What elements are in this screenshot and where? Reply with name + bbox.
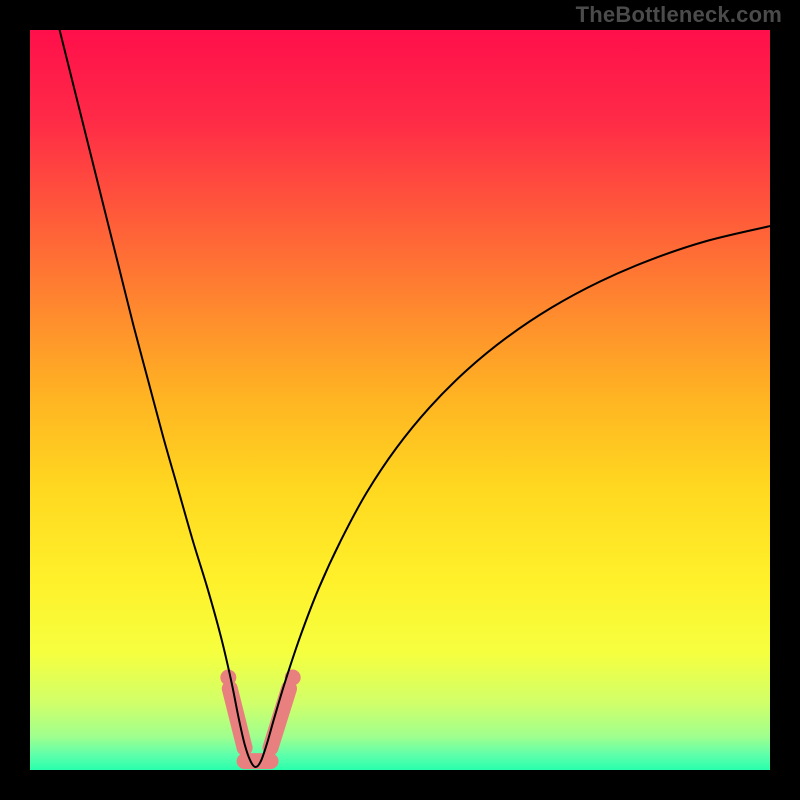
plot-area bbox=[30, 30, 770, 770]
chart-frame: TheBottleneck.com bbox=[0, 0, 800, 800]
watermark-text: TheBottleneck.com bbox=[576, 2, 782, 28]
